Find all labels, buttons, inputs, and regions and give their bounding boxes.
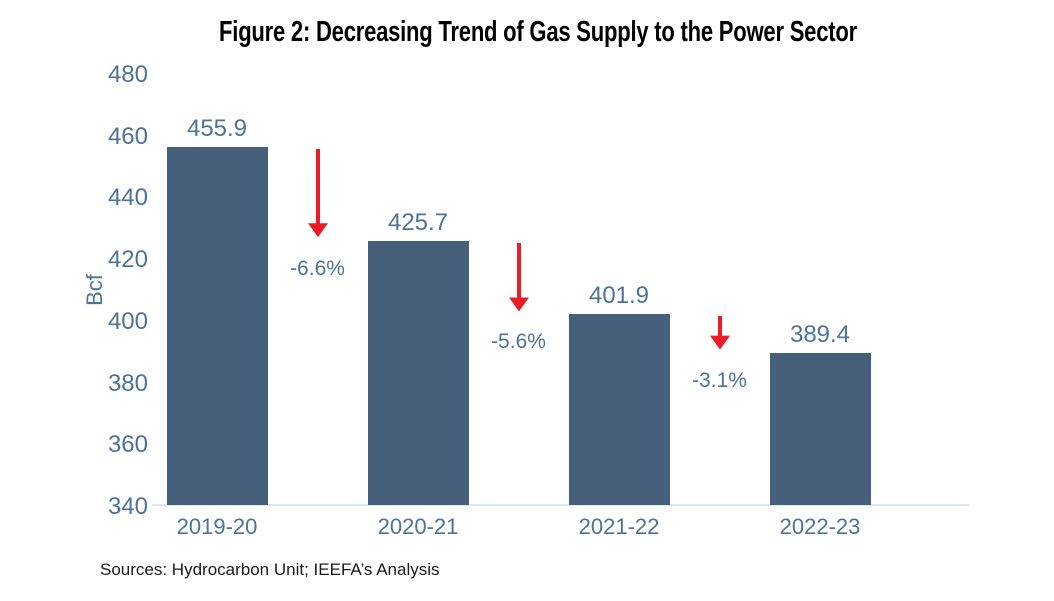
x-tick-label: 2022-23 [779, 514, 861, 539]
x-tick-label: 2020-21 [377, 514, 459, 539]
x-axis-baseline [152, 504, 969, 506]
y-tick-label: 360 [107, 431, 148, 459]
y-tick-label: 460 [107, 122, 148, 150]
bar-2022-23 [769, 352, 871, 505]
change-percent-label: -3.1% [692, 368, 747, 392]
bar-2020-21 [367, 240, 469, 505]
bar-2021-22 [568, 313, 670, 505]
chart-title: Figure 2: Decreasing Trend of Gas Supply… [219, 16, 857, 48]
x-tick-label: 2021-22 [578, 514, 660, 539]
y-tick-label: 440 [107, 184, 148, 212]
x-tick-label: 2019-20 [176, 514, 258, 539]
y-tick-label: 420 [107, 246, 148, 274]
y-tick-label: 480 [107, 61, 148, 88]
source-note: Sources: Hydrocarbon Unit; IEEFA’s Analy… [100, 560, 440, 579]
y-tick-label: 340 [107, 493, 148, 520]
decline-arrow-icon [508, 242, 529, 311]
bar-value-label: 389.4 [789, 320, 851, 348]
bar-value-label: 455.9 [186, 115, 248, 143]
change-percent-label: -5.6% [491, 329, 546, 353]
bar-value-label: 425.7 [387, 208, 449, 236]
y-tick-label: 380 [107, 369, 148, 397]
bar-2019-20 [166, 147, 268, 505]
decline-arrow-icon [307, 149, 328, 238]
decline-arrow-icon [709, 315, 730, 350]
bar-value-label: 401.9 [588, 281, 650, 309]
change-percent-label: -6.6% [290, 256, 345, 280]
y-tick-label: 400 [107, 307, 148, 335]
